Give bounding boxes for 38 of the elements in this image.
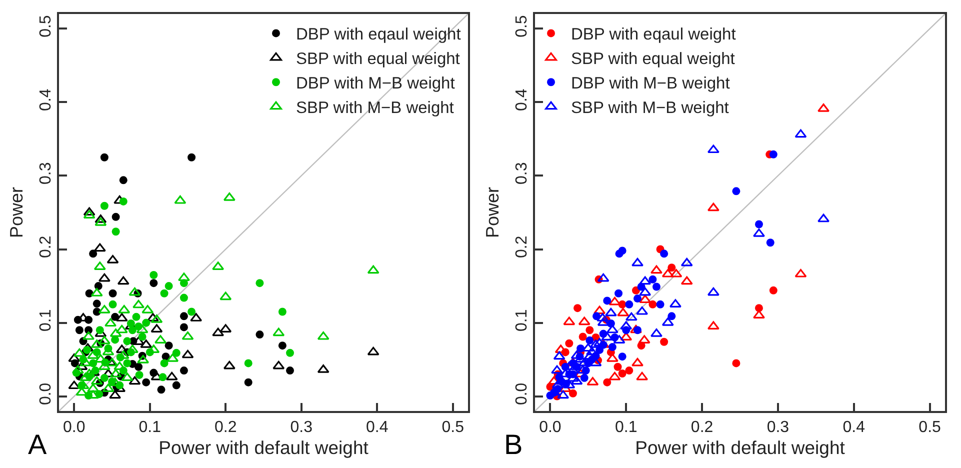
y-tick-label: 0.4 [514, 88, 531, 111]
x-tick-label: 0.5 [442, 419, 464, 436]
text: A [28, 429, 47, 460]
x-tick-label: 0.1 [614, 419, 638, 436]
legend-label: DBP with eqaul weight [296, 26, 462, 44]
y-tick-label: 0.5 [38, 15, 55, 38]
x-axis-title: Power with default weight [158, 437, 368, 458]
legend-label: SBP with M−B weight [571, 99, 730, 118]
x-axis-title: Power with default weight [635, 437, 845, 458]
x-tick-label: 0.4 [842, 419, 866, 436]
legend-label: DBP with M−B weight [571, 74, 730, 93]
y-tick-label: 0.0 [38, 382, 55, 406]
x-tick-label: 0.1 [138, 419, 162, 436]
y-tick-label: 0.2 [38, 236, 55, 258]
x-tick-label: 0.0 [63, 419, 86, 436]
y-tick-label: 0.1 [38, 309, 55, 332]
y-tick-label: 0.4 [38, 88, 55, 111]
legend-label: SBP with equal weight [296, 50, 460, 68]
x-tick-label: 0.3 [290, 419, 313, 436]
x-tick-label: 0.4 [366, 419, 388, 436]
y-axis-title: Power [482, 186, 502, 238]
x-tick-label: 0.0 [539, 419, 562, 436]
y-tick-label: 0.3 [514, 162, 531, 184]
y-tick-label: 0.3 [38, 162, 55, 184]
y-tick-label: 0.0 [514, 382, 531, 406]
x-tick-label: 0.2 [214, 419, 237, 436]
x-tick-label: 0.2 [690, 419, 714, 436]
y-tick-label: 0.5 [514, 15, 531, 38]
legend-label: SBP with M−B weight [296, 99, 454, 118]
x-tick-label: 0.5 [918, 419, 942, 436]
legend-label: DBP with eqaul weight [571, 26, 736, 44]
x-tick-label: 0.3 [766, 419, 790, 436]
y-tick-label: 0.1 [514, 309, 531, 332]
y-tick-label: 0.2 [514, 236, 531, 258]
text: B [504, 429, 523, 460]
y-axis-title: Power [6, 186, 26, 238]
legend-label: DBP with M−B weight [296, 74, 456, 93]
legend-label: SBP with equal weight [571, 50, 736, 68]
